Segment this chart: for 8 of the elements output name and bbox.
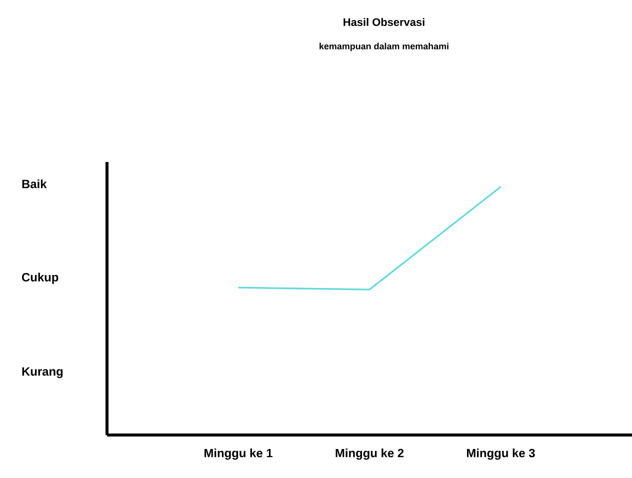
text: Cukup [22, 272, 58, 284]
text: Kurang [22, 367, 63, 378]
chart-title: Hasil Observasi [344, 18, 424, 26]
chart-subtitle: kemampuan dalam memahami [320, 42, 448, 52]
text: Baik [22, 179, 47, 188]
x-tick-label: Minggu ke 1 [204, 448, 272, 460]
x-tick-label: Minggu ke 3 [467, 448, 535, 460]
x-tick-label: Minggu ke 2 [336, 448, 404, 460]
